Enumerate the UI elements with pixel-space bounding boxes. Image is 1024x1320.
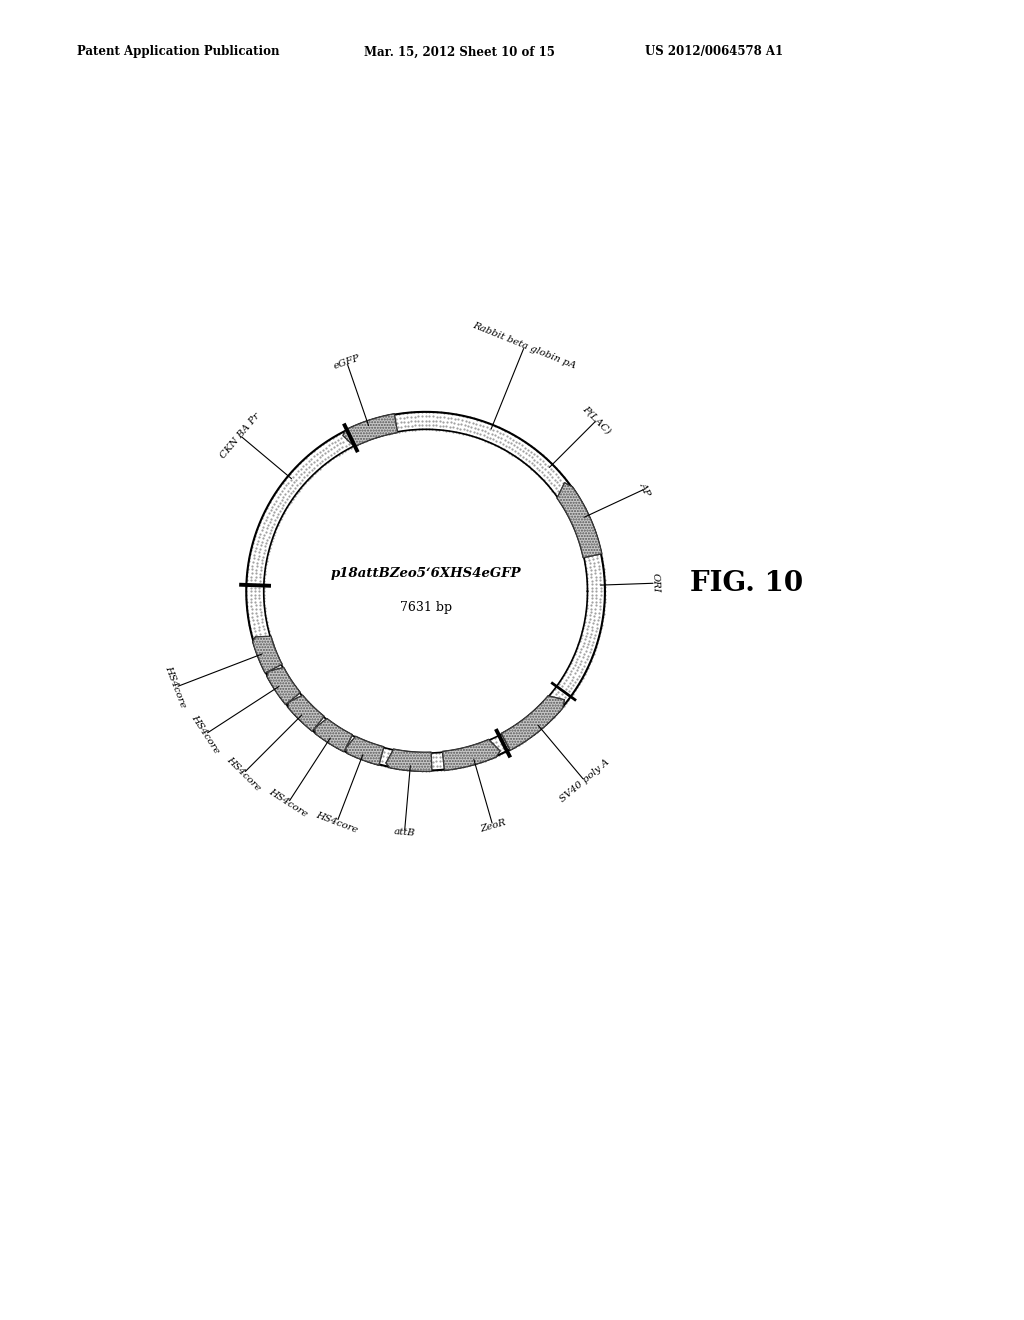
Text: HS4core: HS4core xyxy=(224,755,262,792)
Text: AP: AP xyxy=(638,480,652,498)
Text: Mar. 15, 2012 Sheet 10 of 15: Mar. 15, 2012 Sheet 10 of 15 xyxy=(364,45,554,58)
Text: CKN BA Pr: CKN BA Pr xyxy=(218,411,261,459)
Polygon shape xyxy=(557,483,602,558)
Polygon shape xyxy=(386,748,432,771)
Text: SV40 poly A: SV40 poly A xyxy=(558,758,611,804)
Text: ZeoR: ZeoR xyxy=(479,818,507,834)
Text: FIG. 10: FIG. 10 xyxy=(690,570,804,597)
Text: eGFP: eGFP xyxy=(332,354,361,371)
Text: US 2012/0064578 A1: US 2012/0064578 A1 xyxy=(645,45,783,58)
Polygon shape xyxy=(288,696,325,731)
Text: 7631 bp: 7631 bp xyxy=(399,601,452,614)
Polygon shape xyxy=(501,696,564,750)
Polygon shape xyxy=(345,737,384,766)
Polygon shape xyxy=(343,413,397,446)
Polygon shape xyxy=(267,668,300,705)
Text: Patent Application Publication: Patent Application Publication xyxy=(77,45,280,58)
Text: HS4core: HS4core xyxy=(189,713,221,755)
Text: HS4core: HS4core xyxy=(267,787,309,818)
Text: ORI: ORI xyxy=(651,573,660,593)
Text: HS4core: HS4core xyxy=(314,810,359,834)
Polygon shape xyxy=(442,739,500,771)
Text: P(LAC): P(LAC) xyxy=(581,404,612,436)
Text: Rabbit beta globin pA: Rabbit beta globin pA xyxy=(472,321,578,371)
Text: p18attBZeo5‘6XHS4eGFP: p18attBZeo5‘6XHS4eGFP xyxy=(331,568,521,581)
Polygon shape xyxy=(314,718,352,752)
Text: attB: attB xyxy=(393,828,416,838)
Polygon shape xyxy=(253,636,283,673)
Text: HS4core: HS4core xyxy=(164,665,187,709)
Circle shape xyxy=(264,429,588,754)
